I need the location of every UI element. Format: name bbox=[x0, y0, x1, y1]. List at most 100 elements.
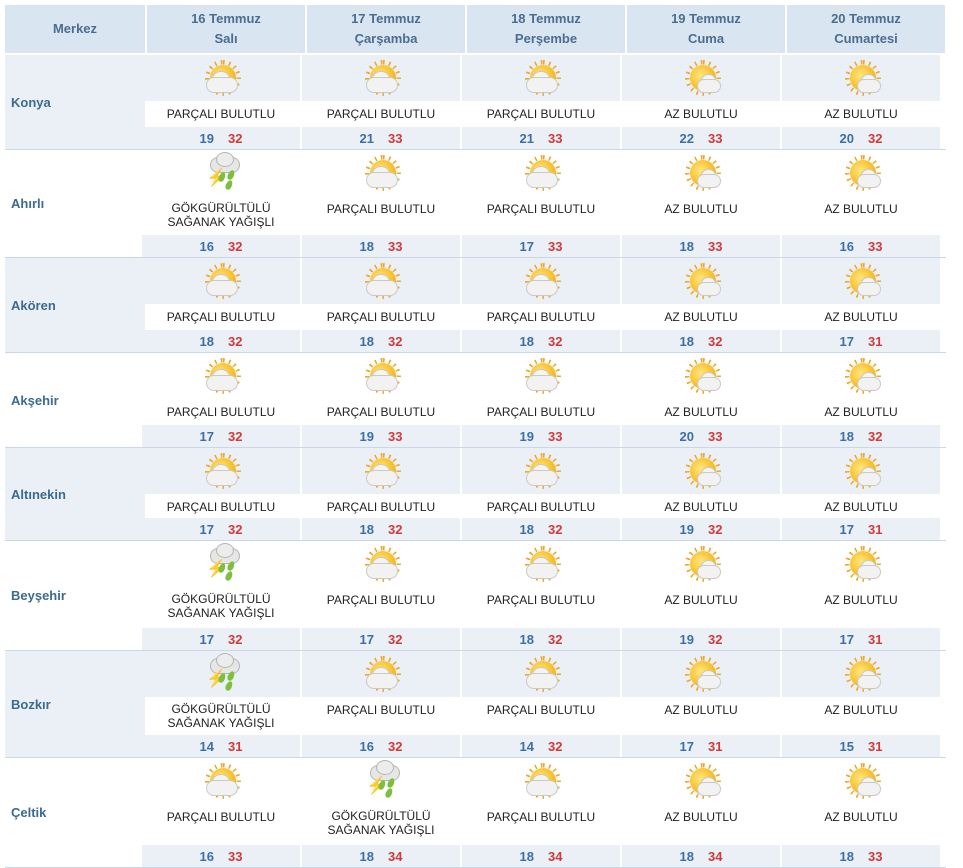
forecast-cell: PARÇALI BULUTLU 18 32 bbox=[462, 258, 620, 352]
icon-band bbox=[142, 448, 300, 494]
condition-text: PARÇALI BULUTLU bbox=[486, 500, 596, 514]
forecast-cell: PARÇALI BULUTLU 18 33 bbox=[302, 150, 460, 257]
high-temp: 32 bbox=[388, 631, 403, 647]
city-name: Bozkır bbox=[5, 651, 145, 757]
mostly-sunny-icon bbox=[842, 453, 881, 489]
low-temp: 21 bbox=[519, 130, 534, 146]
cloud-shape bbox=[857, 472, 881, 486]
high-temp: 33 bbox=[708, 130, 723, 146]
partly-cloudy-icon bbox=[362, 656, 401, 692]
mostly-sunny-icon bbox=[842, 155, 881, 191]
forecast-cell: PARÇALI BULUTLU 16 32 bbox=[302, 651, 460, 757]
temperature-band: 17 32 bbox=[142, 518, 300, 540]
condition-text: AZ BULUTLU bbox=[824, 703, 898, 717]
temperature-band: 16 33 bbox=[142, 845, 300, 867]
low-temp: 18 bbox=[359, 333, 374, 349]
forecast-cell: AZ BULUTLU 15 31 bbox=[782, 651, 940, 757]
low-temp: 17 bbox=[199, 631, 214, 647]
high-temp: 34 bbox=[548, 848, 563, 864]
header-date: 20 Temmuz bbox=[831, 11, 901, 26]
cloud-shape bbox=[697, 782, 721, 796]
header-day: 16 Temmuz Salı bbox=[147, 5, 305, 53]
temperature-band: 18 33 bbox=[782, 845, 940, 867]
partly-cloudy-icon bbox=[522, 763, 561, 799]
cloud-shape bbox=[697, 79, 721, 93]
high-temp: 32 bbox=[868, 428, 883, 444]
high-temp: 32 bbox=[708, 521, 723, 537]
row-divider bbox=[5, 257, 946, 258]
condition-text: AZ BULUTLU bbox=[664, 810, 738, 824]
condition-text: GÖKGÜRÜLTÜLÜ SAĞANAK YAĞIŞLI bbox=[327, 809, 435, 837]
mostly-sunny-icon bbox=[682, 263, 721, 299]
header-date: 19 Temmuz bbox=[671, 11, 741, 26]
table-header: Merkez 16 Temmuz Salı 17 Temmuz Çarşamba… bbox=[5, 5, 946, 53]
icon-band bbox=[462, 150, 620, 196]
high-temp: 32 bbox=[388, 738, 403, 754]
temperature-band: 18 32 bbox=[142, 330, 300, 352]
condition-text: PARÇALI BULUTLU bbox=[166, 500, 276, 514]
low-temp: 16 bbox=[199, 238, 214, 254]
low-temp: 19 bbox=[199, 130, 214, 146]
forecast-cell: AZ BULUTLU 17 31 bbox=[782, 258, 940, 352]
icon-band bbox=[462, 651, 620, 697]
low-temp: 20 bbox=[679, 428, 694, 444]
icon-band bbox=[142, 258, 300, 304]
low-temp: 17 bbox=[199, 428, 214, 444]
low-temp: 17 bbox=[359, 631, 374, 647]
temperature-band: 17 32 bbox=[142, 628, 300, 650]
cloud-shape bbox=[526, 77, 558, 93]
forecast-cell: AZ BULUTLU 18 34 bbox=[622, 758, 780, 867]
high-temp: 32 bbox=[228, 130, 243, 146]
forecast-cell: PARÇALI BULUTLU 18 32 bbox=[302, 448, 460, 540]
cloud-shape bbox=[857, 565, 881, 579]
high-temp: 33 bbox=[708, 428, 723, 444]
row-divider bbox=[5, 149, 946, 150]
condition-text: AZ BULUTLU bbox=[824, 405, 898, 419]
high-temp: 32 bbox=[708, 333, 723, 349]
high-temp: 32 bbox=[388, 521, 403, 537]
temperature-band: 18 32 bbox=[462, 518, 620, 540]
condition-text: PARÇALI BULUTLU bbox=[486, 202, 596, 216]
forecast-cell: AZ BULUTLU 18 32 bbox=[782, 353, 940, 447]
mostly-sunny-icon bbox=[682, 155, 721, 191]
city-name: Ahırlı bbox=[5, 150, 145, 257]
low-temp: 18 bbox=[519, 631, 534, 647]
partly-cloudy-icon bbox=[522, 453, 561, 489]
icon-band bbox=[782, 150, 940, 196]
city-name: Akören bbox=[5, 258, 145, 352]
low-temp: 18 bbox=[839, 428, 854, 444]
forecast-cell: PARÇALI BULUTLU 21 33 bbox=[302, 55, 460, 149]
header-day: 19 Temmuz Cuma bbox=[627, 5, 785, 53]
partly-cloudy-icon bbox=[522, 656, 561, 692]
temperature-band: 18 33 bbox=[622, 235, 780, 257]
low-temp: 19 bbox=[679, 631, 694, 647]
icon-band bbox=[622, 758, 780, 804]
cloud-shape bbox=[366, 77, 398, 93]
forecast-cell: PARÇALI BULUTLU 14 32 bbox=[462, 651, 620, 757]
city-name: Çeltik bbox=[5, 758, 145, 867]
forecast-cell: ⚡ GÖKGÜRÜLTÜLÜ SAĞANAK YAĞIŞLI 17 32 bbox=[142, 541, 300, 650]
condition-text: AZ BULUTLU bbox=[824, 310, 898, 324]
city-row: Ahırlı ⚡ GÖKGÜRÜLTÜLÜ SAĞANAK YAĞIŞLI 16 32 P… bbox=[5, 150, 946, 257]
row-divider bbox=[5, 757, 946, 758]
condition-text: PARÇALI BULUTLU bbox=[326, 202, 436, 216]
low-temp: 18 bbox=[519, 848, 534, 864]
high-temp: 33 bbox=[228, 848, 243, 864]
high-temp: 32 bbox=[868, 130, 883, 146]
row-divider bbox=[5, 540, 946, 541]
partly-cloudy-icon bbox=[202, 263, 241, 299]
temperature-band: 19 33 bbox=[302, 425, 460, 447]
cloud-shape bbox=[366, 172, 398, 188]
condition-text: AZ BULUTLU bbox=[664, 703, 738, 717]
icon-band bbox=[462, 758, 620, 804]
condition-text: AZ BULUTLU bbox=[824, 810, 898, 824]
high-temp: 34 bbox=[388, 848, 403, 864]
condition-text: PARÇALI BULUTLU bbox=[326, 107, 436, 121]
condition-text: GÖKGÜRÜLTÜLÜ SAĞANAK YAĞIŞLI bbox=[167, 592, 275, 620]
high-temp: 33 bbox=[868, 848, 883, 864]
cloud-shape bbox=[697, 174, 721, 188]
temperature-band: 22 33 bbox=[622, 127, 780, 149]
partly-cloudy-icon bbox=[522, 263, 561, 299]
temperature-band: 18 32 bbox=[782, 425, 940, 447]
cloud-shape bbox=[857, 79, 881, 93]
